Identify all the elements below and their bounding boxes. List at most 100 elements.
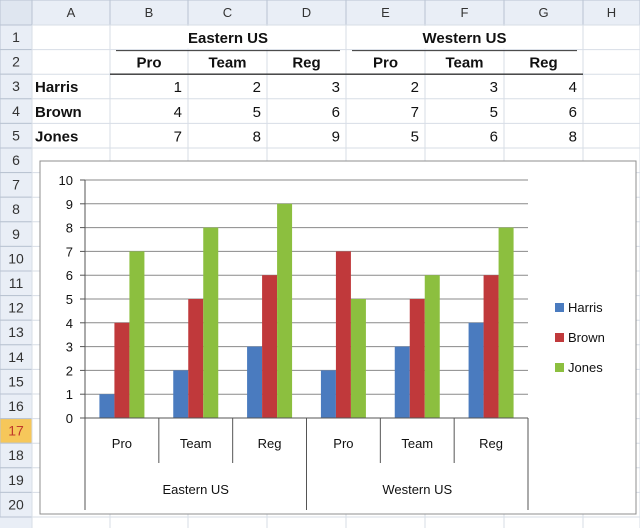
x-category-label: Reg bbox=[479, 436, 503, 451]
data-cell[interactable]: 5 bbox=[253, 104, 261, 121]
row-header-17[interactable]: 17 bbox=[8, 423, 24, 439]
bar-jones-0[interactable] bbox=[129, 251, 145, 418]
legend-swatch-brown bbox=[555, 333, 564, 342]
row-name[interactable]: Jones bbox=[35, 128, 78, 145]
bar-brown-0[interactable] bbox=[114, 322, 130, 418]
row-header-4[interactable]: 4 bbox=[12, 103, 20, 119]
row-header-7[interactable]: 7 bbox=[12, 177, 20, 193]
x-category-label: Pro bbox=[333, 436, 353, 451]
data-cell[interactable]: 4 bbox=[174, 104, 182, 121]
data-cell[interactable]: 6 bbox=[569, 104, 577, 121]
row-header-10[interactable]: 10 bbox=[8, 250, 24, 266]
data-cell[interactable]: 3 bbox=[332, 79, 340, 96]
bar-jones-5[interactable] bbox=[498, 227, 514, 418]
data-cell[interactable]: 5 bbox=[411, 128, 419, 145]
sub-header[interactable]: Pro bbox=[136, 55, 161, 72]
region-header[interactable]: Eastern US bbox=[188, 30, 268, 47]
region-header[interactable]: Western US bbox=[423, 30, 507, 47]
bar-harris-5[interactable] bbox=[468, 322, 484, 418]
data-cell[interactable]: 6 bbox=[490, 128, 498, 145]
data-cell[interactable]: 7 bbox=[174, 128, 182, 145]
legend-label-jones[interactable]: Jones bbox=[568, 360, 603, 375]
row-header-18[interactable]: 18 bbox=[8, 447, 24, 463]
row-header-cell[interactable] bbox=[0, 442, 33, 469]
row-header-8[interactable]: 8 bbox=[12, 201, 20, 217]
sub-header[interactable]: Reg bbox=[292, 55, 320, 72]
y-tick-label: 8 bbox=[66, 221, 73, 236]
y-tick-label: 10 bbox=[59, 173, 73, 188]
column-header-a[interactable]: A bbox=[67, 5, 76, 20]
column-header-bar bbox=[0, 0, 640, 25]
row-header-19[interactable]: 19 bbox=[8, 472, 24, 488]
bar-harris-2[interactable] bbox=[247, 346, 263, 418]
bar-harris-4[interactable] bbox=[394, 346, 410, 418]
row-header-13[interactable]: 13 bbox=[8, 324, 24, 340]
sub-header[interactable]: Reg bbox=[529, 55, 557, 72]
bar-jones-3[interactable] bbox=[350, 299, 366, 418]
merged-cell-bg bbox=[111, 26, 345, 49]
column-header-d[interactable]: D bbox=[302, 5, 311, 20]
row-header-cell[interactable] bbox=[0, 418, 33, 444]
legend-label-harris[interactable]: Harris bbox=[568, 300, 603, 315]
bar-harris-1[interactable] bbox=[173, 370, 189, 418]
column-header-f[interactable]: F bbox=[461, 5, 469, 20]
legend-swatch-harris bbox=[555, 303, 564, 312]
data-cell[interactable]: 2 bbox=[411, 79, 419, 96]
y-tick-label: 3 bbox=[66, 340, 73, 355]
y-tick-label: 0 bbox=[66, 411, 73, 426]
data-cell[interactable]: 8 bbox=[253, 128, 261, 145]
sub-header[interactable]: Pro bbox=[373, 55, 398, 72]
data-cell[interactable]: 4 bbox=[569, 79, 577, 96]
x-group-label: Western US bbox=[382, 482, 452, 497]
legend-label-brown[interactable]: Brown bbox=[568, 330, 605, 345]
column-header-b[interactable]: B bbox=[145, 5, 154, 20]
row-header-12[interactable]: 12 bbox=[8, 300, 24, 316]
sub-header[interactable]: Team bbox=[208, 55, 246, 72]
row-header-cell[interactable] bbox=[0, 368, 33, 395]
data-cell[interactable]: 3 bbox=[490, 79, 498, 96]
bar-jones-4[interactable] bbox=[424, 275, 440, 418]
row-header-3[interactable]: 3 bbox=[12, 78, 20, 94]
column-header-e[interactable]: E bbox=[381, 5, 390, 20]
legend-swatch-jones bbox=[555, 363, 564, 372]
bar-harris-3[interactable] bbox=[320, 370, 336, 418]
row-name[interactable]: Harris bbox=[35, 79, 78, 96]
column-header-h[interactable]: H bbox=[607, 5, 616, 20]
row-header-11[interactable]: 11 bbox=[9, 275, 24, 291]
y-tick-label: 4 bbox=[66, 316, 73, 331]
bar-brown-5[interactable] bbox=[483, 275, 499, 418]
row-header-15[interactable]: 15 bbox=[8, 373, 24, 389]
bar-brown-4[interactable] bbox=[409, 299, 425, 418]
row-header-cell[interactable] bbox=[0, 295, 33, 321]
data-cell[interactable]: 6 bbox=[332, 104, 340, 121]
bar-brown-1[interactable] bbox=[188, 299, 204, 418]
row-header-5[interactable]: 5 bbox=[12, 127, 20, 143]
row-name[interactable]: Brown bbox=[35, 104, 82, 121]
column-header-c[interactable]: C bbox=[223, 5, 232, 20]
sub-header[interactable]: Team bbox=[445, 55, 483, 72]
bar-harris-0[interactable] bbox=[99, 394, 115, 418]
column-header-g[interactable]: G bbox=[538, 5, 548, 20]
data-cell[interactable]: 5 bbox=[490, 104, 498, 121]
row-header-1[interactable]: 1 bbox=[12, 29, 20, 45]
bar-jones-1[interactable] bbox=[203, 227, 219, 418]
row-header-2[interactable]: 2 bbox=[12, 54, 20, 70]
y-tick-label: 6 bbox=[66, 268, 73, 283]
data-cell[interactable]: 7 bbox=[411, 104, 419, 121]
row-header-9[interactable]: 9 bbox=[12, 226, 20, 242]
y-tick-label: 1 bbox=[66, 387, 73, 402]
row-header-16[interactable]: 16 bbox=[8, 398, 24, 414]
data-cell[interactable]: 8 bbox=[569, 128, 577, 145]
bar-jones-2[interactable] bbox=[277, 203, 293, 418]
row-header-6[interactable]: 6 bbox=[12, 152, 20, 168]
row-header-14[interactable]: 14 bbox=[8, 349, 24, 365]
data-cell[interactable]: 1 bbox=[174, 79, 182, 96]
data-cell[interactable]: 2 bbox=[253, 79, 261, 96]
row-header-20[interactable]: 20 bbox=[8, 496, 24, 512]
bar-brown-2[interactable] bbox=[262, 275, 278, 418]
select-all-corner[interactable] bbox=[0, 0, 33, 26]
data-cell[interactable]: 9 bbox=[332, 128, 340, 145]
row-header-cell[interactable] bbox=[0, 491, 33, 518]
bar-brown-3[interactable] bbox=[335, 251, 351, 418]
